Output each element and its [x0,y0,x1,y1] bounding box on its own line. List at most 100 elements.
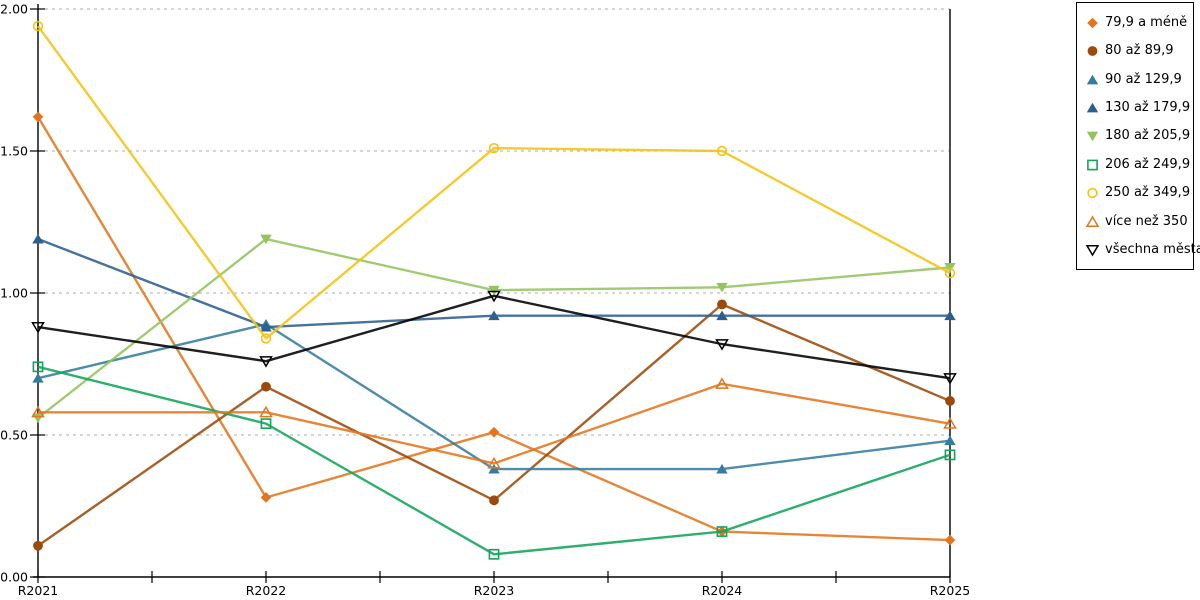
diamond-filled-marker-icon [944,534,956,546]
triangle-up-filled-marker-icon [1086,74,1099,84]
series-206-a-249-9 [32,361,956,560]
y-axis-tick-label: 0.50 [0,428,28,443]
legend-item-label: více než 350 [1105,213,1188,229]
circle-open-marker-icon [944,267,956,279]
legend-item-label: 90 až 129,9 [1105,71,1182,87]
triangle-down-filled-marker-icon [488,285,500,296]
x-axis-tick-label: R2021 [18,583,59,598]
legend-item: 180 až 205,9 [1085,128,1191,143]
square-open-marker-icon [260,418,272,430]
legend-item: více než 350 [1085,214,1191,229]
series-180-a-205-9 [32,234,956,424]
triangle-up-filled-marker-icon [260,321,272,332]
triangle-down-open-marker-icon [1085,245,1100,257]
triangle-up-open-marker-icon [259,405,273,418]
circle-filled-marker-icon [1087,46,1098,57]
square-open-marker-icon [1087,159,1098,171]
line-chart: 0.00 0.50 1.00 1.50 2.00 R2021 R2022 R2023 R2024… [0,2,971,599]
legend-item: 80 až 89,9 [1085,43,1191,58]
legend-item: 90 až 129,9 [1085,72,1191,87]
legend-item: 130 až 179,9 [1085,100,1191,115]
series-80-a-89-9 [33,299,955,551]
legend-item: všechna města [1085,242,1200,257]
circle-open-marker-icon [32,20,44,32]
triangle-up-filled-marker-icon [944,310,956,321]
triangle-up-filled-icon [1086,102,1099,113]
y-axis-tick-label: 2.00 [0,2,28,17]
diamond-filled-marker-icon [1087,17,1098,29]
legend-item-label: 206 až 249,9 [1105,156,1191,172]
circle-filled-marker-icon [717,299,727,310]
square-open-marker-icon [716,526,728,537]
legend-item-label: všechna města [1105,242,1200,258]
triangle-up-open-marker-icon [487,456,501,469]
circle-filled-marker-icon [945,396,955,406]
legend-item-label: 79,9 a méně [1105,14,1188,30]
triangle-up-filled-marker-icon [488,310,500,321]
circle-open-marker-icon [260,333,272,344]
triangle-down-filled-marker-icon [944,263,956,273]
series-130-a-179-9 [32,233,956,332]
circle-open-marker-icon [716,145,728,157]
series-v-ce-ne-350 [31,377,957,469]
legend-item: 250 až 349,9 [1085,185,1191,200]
series-line [37,25,951,340]
triangle-up-filled-marker-icon [944,435,956,446]
legend-item: 206 až 249,9 [1085,157,1191,172]
triangle-down-open-marker-icon [487,290,501,303]
triangle-down-filled-marker-icon [260,234,272,245]
x-axis-tick-label: R2025 [930,583,971,598]
triangle-up-open-marker-icon [715,377,729,389]
series-v-echna-m-sta [31,290,957,385]
x-axis-tick-label: R2023 [474,583,515,598]
series-line [37,294,951,380]
series-line [37,365,951,556]
triangle-up-filled-marker-icon [32,233,44,244]
series-line [37,303,951,547]
x-axis-tick-label: R2022 [246,583,287,598]
legend-item-label: 80 až 89,9 [1105,43,1174,59]
triangle-down-filled-marker-icon [1086,132,1099,142]
triangle-up-filled-marker-icon [716,463,728,474]
y-axis-tick-label: 1.50 [0,144,28,159]
triangle-down-open-icon [1085,245,1100,257]
triangle-down-filled-icon [1086,132,1099,142]
circle-filled-marker-icon [33,540,43,551]
triangle-up-filled-marker-icon [1086,102,1099,113]
series-79-9-a-m-n- [32,111,956,546]
triangle-up-filled-marker-icon [716,310,728,321]
y-axis-tick-label: 0.00 [0,570,28,585]
triangle-up-open-marker-icon [31,405,45,418]
y-axis-tick-label: 1.00 [0,286,28,301]
series-90-a-129-9 [32,319,956,474]
legend-item-label: 130 až 179,9 [1105,100,1191,116]
triangle-up-open-marker-icon [1085,215,1100,227]
circle-open-marker-icon [1087,188,1098,199]
square-open-marker-icon [488,548,500,560]
triangle-up-filled-icon [1086,74,1099,84]
diamond-filled-marker-icon [260,492,272,503]
circle-filled-marker-icon [261,381,271,392]
triangle-up-open-marker-icon [943,417,957,429]
square-open-icon [1087,159,1098,171]
series-line [36,116,951,542]
triangle-down-filled-marker-icon [716,282,728,293]
triangle-down-open-marker-icon [31,322,45,334]
triangle-up-open-icon [1085,215,1100,227]
series-line [38,382,951,465]
series-line [37,323,951,471]
triangle-down-open-marker-icon [259,356,273,368]
legend-item-label: 180 až 205,9 [1105,128,1191,144]
circle-open-icon [1087,188,1098,199]
diamond-filled-marker-icon [488,426,500,438]
diamond-filled-marker-icon [32,111,44,123]
square-open-marker-icon [32,361,44,373]
legend-item: 79,9 a méně [1085,15,1191,30]
series-line [37,237,951,419]
triangle-down-open-marker-icon [715,339,729,351]
legend-item-label: 250 až 349,9 [1105,185,1191,201]
circle-filled-icon [1087,46,1098,57]
diamond-filled-icon [1087,17,1098,29]
circle-filled-marker-icon [489,495,499,506]
